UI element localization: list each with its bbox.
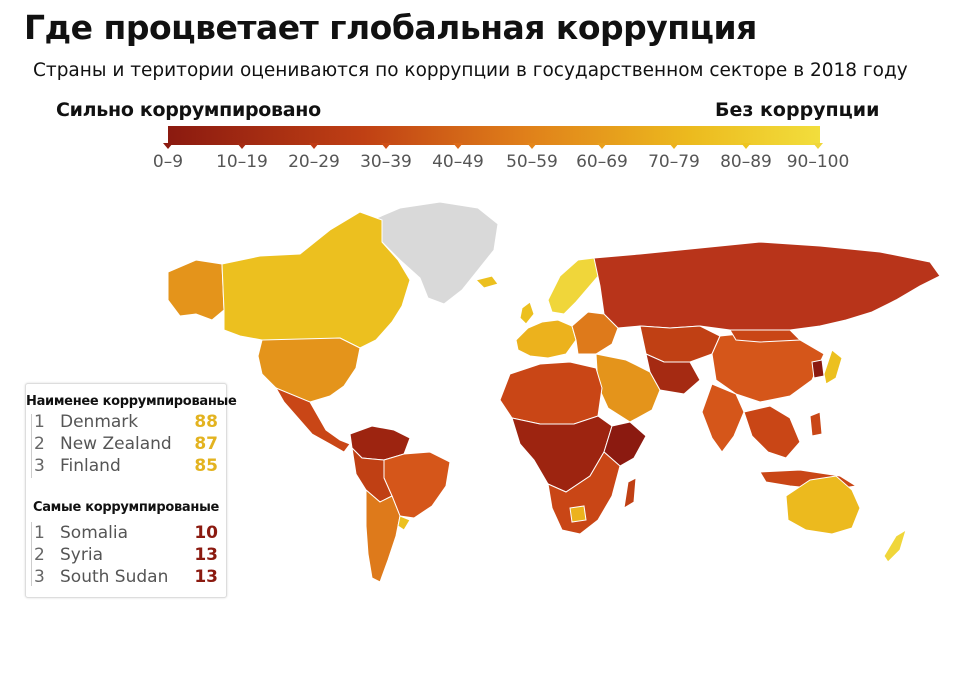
legend-tick-marker (741, 143, 751, 149)
rankings-panel: Наименее коррумпированые 1 Denmark 88 2 New … (25, 383, 237, 598)
region-western-europe (515, 319, 577, 359)
legend-tick-label: 10–19 (216, 152, 268, 172)
region-mongolia (729, 329, 802, 343)
region-madagascar (623, 477, 637, 509)
divider (31, 414, 32, 478)
region-uk (519, 301, 535, 325)
country-score: 13 (194, 545, 218, 565)
world-map (167, 201, 941, 583)
rank-number: 2 (34, 434, 45, 454)
legend-tick-marker (309, 143, 319, 149)
page-title: Где процветает глобальная коррупция (24, 8, 757, 47)
rank-number: 3 (34, 567, 45, 587)
ranking-row: 3 South Sudan 13 (26, 567, 226, 589)
country-score: 88 (194, 412, 218, 432)
region-alaska (167, 259, 225, 321)
region-mexico (274, 386, 351, 453)
region-southern-africa (547, 451, 621, 535)
country-score: 87 (194, 434, 218, 454)
legend-tick-marker (597, 143, 607, 149)
most-corrupt-heading: Самые коррумпированые (32, 500, 220, 515)
legend-tick-marker (163, 143, 173, 149)
ranking-row: 3 Finland 85 (26, 456, 226, 478)
region-canada (221, 211, 411, 349)
ranking-row: 1 Denmark 88 (26, 412, 226, 434)
region-iceland (475, 275, 499, 289)
legend-gradient-bar (168, 126, 820, 145)
legend-tick-label: 60–69 (576, 152, 628, 172)
legend-tick-label: 70–79 (648, 152, 700, 172)
region-russia (593, 241, 941, 333)
legend-tick-marker (237, 143, 247, 149)
rank-number: 3 (34, 456, 45, 476)
ranking-row: 2 Syria 13 (26, 545, 226, 567)
legend-tick-marker (813, 143, 823, 149)
region-eastern-europe (571, 311, 619, 355)
region-uruguay (397, 515, 411, 531)
region-usa (257, 337, 361, 403)
region-greenland (371, 201, 499, 305)
region-india (701, 383, 745, 453)
ranking-row: 2 New Zealand 87 (26, 434, 226, 456)
region-north-africa (499, 361, 603, 425)
legend-tick-marker (453, 143, 463, 149)
country-score: 13 (194, 567, 218, 587)
legend-ticks: 0–9 10–19 20–29 30–39 40–49 50–59 60–69 70–79 80… (140, 143, 860, 183)
least-corrupt-heading: Наименее коррумпированые (26, 394, 237, 409)
country-score: 85 (194, 456, 218, 476)
region-iran-afghanistan (645, 353, 701, 395)
region-southeast-asia (743, 405, 801, 459)
region-philippines (809, 411, 823, 437)
page-subtitle: Страны и територии оцениваются по корруп… (33, 60, 908, 81)
rank-number: 1 (34, 523, 45, 543)
country-name: Syria (60, 545, 103, 565)
region-southern-cone (365, 488, 401, 583)
region-new-zealand (883, 528, 907, 563)
rank-number: 1 (34, 412, 45, 432)
country-name: South Sudan (60, 567, 169, 587)
country-name: Denmark (60, 412, 139, 432)
region-japan (823, 349, 843, 385)
legend-tick-label: 80–89 (720, 152, 772, 172)
legend-tick-label: 90–100 (786, 152, 850, 172)
country-score: 10 (194, 523, 218, 543)
region-scandinavia (547, 257, 601, 315)
rank-number: 2 (34, 545, 45, 565)
legend-label-clean: Без коррупции (715, 99, 880, 121)
legend-tick-marker (527, 143, 537, 149)
legend-tick-marker (669, 143, 679, 149)
legend-tick-label: 30–39 (360, 152, 412, 172)
legend-tick-label: 50–59 (506, 152, 558, 172)
legend-tick-label: 20–29 (288, 152, 340, 172)
region-australia (785, 475, 861, 535)
legend-tick-label: 0–9 (152, 152, 184, 172)
ranking-row: 1 Somalia 10 (26, 523, 226, 545)
region-korea (811, 359, 825, 379)
legend-label-corrupt: Сильно коррумпировано (56, 99, 321, 121)
country-name: New Zealand (60, 434, 172, 454)
country-name: Somalia (60, 523, 129, 543)
divider (31, 522, 32, 586)
legend-tick-label: 40–49 (432, 152, 484, 172)
legend-tick-marker (381, 143, 391, 149)
country-name: Finland (60, 456, 121, 476)
region-botswana (569, 505, 587, 523)
